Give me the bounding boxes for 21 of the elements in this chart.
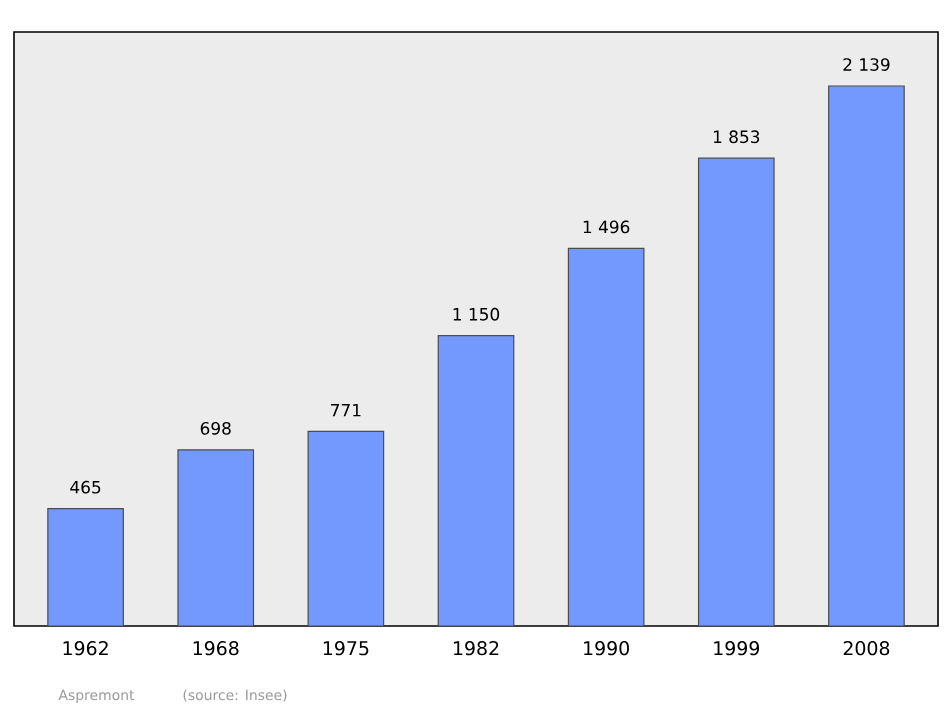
x-tick-label: 2008 — [843, 641, 890, 656]
data-label: 1 853 — [713, 130, 760, 144]
data-label: 2 139 — [843, 58, 890, 71]
x-tick-label: 1982 — [454, 641, 499, 656]
bar — [437, 335, 515, 627]
x-tick-label: 1999 — [714, 641, 760, 656]
bar — [828, 85, 905, 627]
data-label: 465 — [70, 480, 101, 494]
x-tick-label: 1975 — [323, 641, 369, 656]
data-label: 1 150 — [453, 307, 500, 321]
data-label: 771 — [331, 403, 361, 417]
bar — [47, 508, 124, 627]
bar — [177, 449, 255, 627]
bar — [307, 430, 385, 627]
bar — [567, 247, 645, 627]
data-label: 1 496 — [583, 220, 630, 234]
x-tick-label: 1962 — [63, 641, 108, 656]
data-label: 698 — [200, 421, 231, 435]
bar — [697, 157, 775, 627]
x-tick-label: 1968 — [193, 641, 239, 656]
x-tick-label: 1990 — [584, 641, 629, 656]
